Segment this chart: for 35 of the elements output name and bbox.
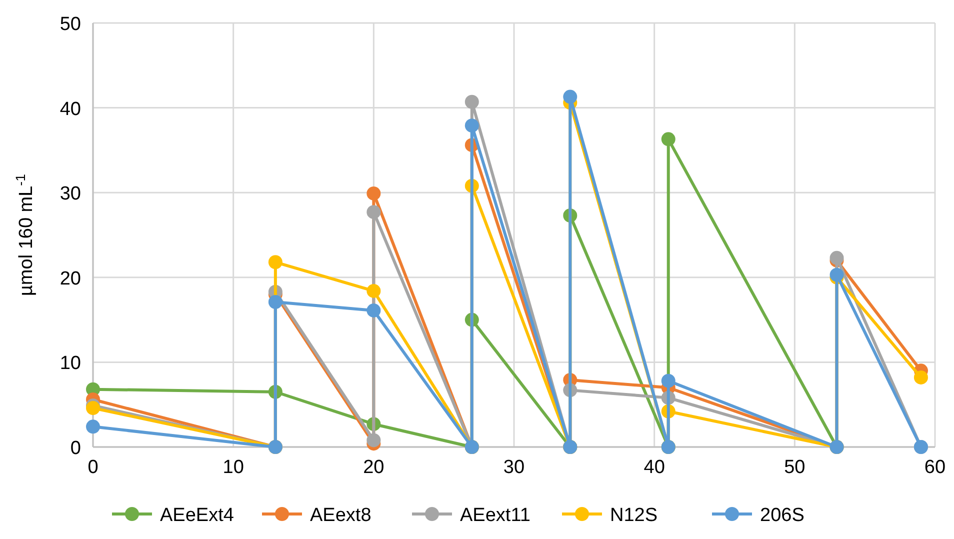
point bbox=[86, 400, 100, 415]
y-tick-label: 0 bbox=[70, 438, 81, 459]
point bbox=[366, 205, 381, 220]
x-tick-label: 60 bbox=[924, 457, 946, 478]
x-tick-label: 0 bbox=[88, 457, 98, 478]
point bbox=[464, 118, 479, 133]
legend-label: AEext8 bbox=[310, 505, 372, 526]
y-tick-label: 50 bbox=[60, 14, 81, 35]
x-tick-label: 40 bbox=[644, 457, 665, 478]
x-tick-label: 20 bbox=[363, 457, 384, 478]
point bbox=[830, 268, 844, 282]
point bbox=[268, 255, 282, 270]
point bbox=[86, 420, 100, 434]
point bbox=[661, 132, 676, 146]
point bbox=[914, 370, 928, 384]
legend-label: AEeExt4 bbox=[160, 505, 234, 526]
legend-label: 206S bbox=[760, 505, 804, 526]
y-tick-label: 30 bbox=[60, 184, 81, 205]
point bbox=[563, 90, 578, 104]
y-tick-label: 40 bbox=[60, 98, 81, 120]
point bbox=[268, 294, 282, 309]
point bbox=[661, 374, 676, 388]
legend-label: N12S bbox=[610, 505, 658, 526]
point bbox=[464, 94, 479, 109]
x-tick-label: 10 bbox=[222, 457, 244, 478]
y-tick-label: 20 bbox=[60, 268, 81, 290]
y-tick-label: 10 bbox=[60, 353, 81, 374]
point bbox=[830, 250, 844, 265]
x-tick-label: 50 bbox=[784, 457, 806, 478]
point bbox=[366, 186, 381, 200]
point bbox=[366, 303, 381, 318]
x-tick-label: 30 bbox=[503, 457, 525, 478]
point bbox=[366, 284, 381, 298]
point bbox=[366, 433, 381, 448]
legend-label: AEext11 bbox=[460, 505, 530, 526]
